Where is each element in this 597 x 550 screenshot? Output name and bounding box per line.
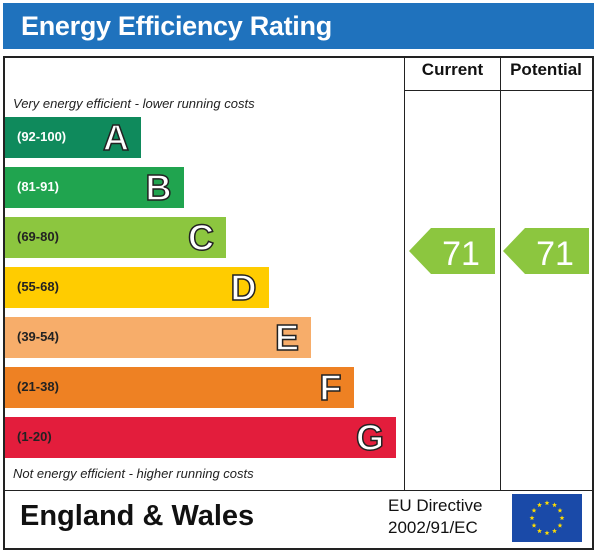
- rating-frame: [3, 56, 594, 550]
- rating-band-letter: D: [230, 266, 258, 309]
- region-label: England & Wales: [20, 500, 255, 532]
- top-note: Very energy efficient - lower running co…: [13, 96, 255, 111]
- eu-flag-icon: [512, 494, 582, 542]
- eu-star-icon: [552, 528, 557, 534]
- eu-star-icon: [544, 500, 550, 506]
- directive-line-2: 2002/91/EC: [388, 518, 478, 537]
- rating-band-letter: B: [145, 166, 173, 209]
- column-header-potential: Potential: [510, 60, 582, 79]
- rating-band-range: (39-54): [17, 329, 59, 344]
- eu-star-icon: [557, 522, 563, 528]
- eu-star-icon: [544, 530, 550, 536]
- eu-star-icon: [557, 507, 563, 513]
- current-arrow-shape: [409, 228, 495, 274]
- page-title: Energy Efficiency Rating: [21, 11, 332, 41]
- eu-star-icon: [531, 507, 537, 513]
- rating-band-letter: C: [187, 216, 215, 259]
- potential-arrow-shape: [503, 228, 589, 274]
- column-divider-1: [404, 58, 405, 490]
- rating-band-letter: A: [102, 116, 130, 159]
- eu-star-icon: [531, 522, 537, 528]
- rating-band-a: (92-100) A: [5, 116, 141, 159]
- potential-rating-arrow: 71: [503, 228, 589, 274]
- column-header-current: Current: [421, 60, 484, 79]
- rating-band-g: (1-20) G: [5, 416, 396, 459]
- rating-band-range: (1-20): [17, 429, 52, 444]
- rating-band-d: (55-68) D: [5, 266, 269, 309]
- eu-star-icon: [537, 528, 542, 534]
- eu-star-icon: [529, 515, 535, 521]
- rating-band-letter: E: [274, 316, 300, 359]
- bottom-note: Not energy efficient - higher running co…: [13, 466, 254, 481]
- rating-band-range: (21-38): [17, 379, 59, 394]
- rating-band-c: (69-80) C: [5, 216, 226, 259]
- potential-rating-value: 71: [536, 235, 574, 273]
- rating-band-f: (21-38) F: [5, 366, 354, 409]
- header-divider: [404, 90, 592, 91]
- column-divider-2: [500, 58, 501, 490]
- rating-band-range: (81-91): [17, 179, 59, 194]
- current-rating-value: 71: [442, 235, 480, 273]
- rating-band-letter: F: [319, 366, 343, 409]
- rating-band-range: (92-100): [17, 129, 67, 144]
- current-rating-arrow: 71: [409, 228, 495, 274]
- footer-divider: [5, 490, 592, 491]
- directive-line-1: EU Directive: [388, 496, 483, 515]
- rating-band-letter: G: [355, 416, 385, 459]
- eu-star-icon: [552, 502, 557, 508]
- rating-band-range: (55-68): [17, 279, 59, 294]
- rating-band-range: (69-80): [17, 229, 59, 244]
- header-bar: Energy Efficiency Rating: [3, 3, 594, 49]
- rating-band-e: (39-54) E: [5, 316, 311, 359]
- eu-star-icon: [559, 515, 565, 521]
- rating-band-b: (81-91) B: [5, 166, 184, 209]
- eu-star-icon: [537, 502, 542, 508]
